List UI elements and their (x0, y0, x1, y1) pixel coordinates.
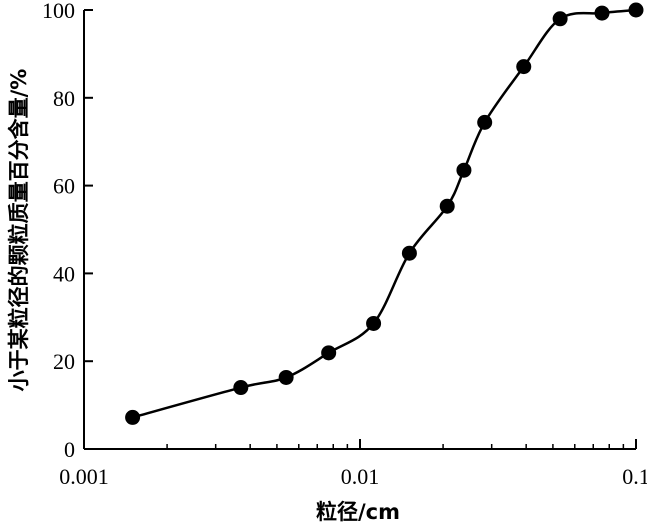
data-point (552, 11, 568, 27)
y-tick-label: 0 (64, 437, 75, 462)
data-point (278, 369, 294, 385)
data-point (477, 114, 493, 130)
data-point (628, 2, 644, 18)
y-tick-label: 60 (53, 174, 75, 199)
series-line (132, 8, 637, 419)
x-tick-label: 0.1 (622, 464, 647, 489)
y-tick-label: 40 (53, 261, 75, 286)
data-point (321, 345, 337, 361)
y-tick-label: 20 (53, 349, 75, 374)
data-point (439, 198, 455, 214)
axes (83, 10, 636, 450)
data-point (594, 5, 610, 21)
series (125, 2, 644, 425)
data-point (233, 380, 249, 396)
x-tick-label: 0.01 (341, 464, 380, 489)
data-point (125, 409, 141, 425)
data-point (516, 59, 532, 75)
x-axis-label: 粒径/cm (316, 500, 400, 524)
x-tick-label: 0.001 (59, 464, 109, 489)
data-point (366, 315, 382, 331)
data-point (456, 162, 472, 178)
y-tick-label: 100 (42, 0, 75, 23)
y-tick-label: 80 (53, 86, 75, 111)
axis-labels: 粒径/cm 小于某粒径的颗粒质量百分含量/% (7, 69, 400, 524)
y-axis-label: 小于某粒径的颗粒质量百分含量/% (7, 69, 31, 392)
ticks: 0 20 40 60 80 100 0.001 0.01 0.1 (42, 0, 647, 489)
data-point (401, 245, 417, 261)
